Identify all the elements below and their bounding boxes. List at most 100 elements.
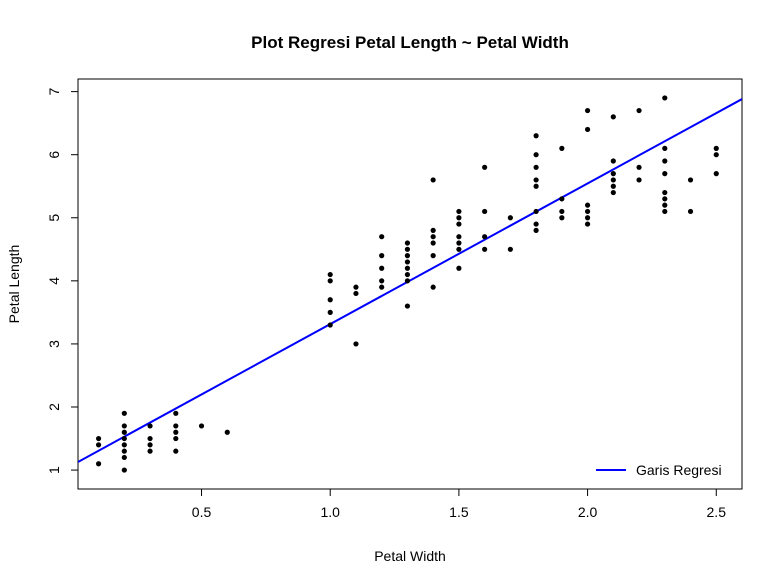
data-point bbox=[173, 448, 179, 454]
x-axis: 0.5 1.0 1.5 2.0 2.5 bbox=[192, 489, 726, 520]
data-point bbox=[430, 234, 436, 240]
data-point bbox=[507, 215, 513, 221]
data-point bbox=[147, 435, 153, 442]
data-point bbox=[713, 171, 719, 177]
data-point bbox=[430, 253, 436, 259]
data-point bbox=[430, 284, 436, 290]
data-point bbox=[224, 429, 230, 435]
data-point bbox=[147, 423, 153, 429]
legend-label: Garis Regresi bbox=[636, 462, 722, 478]
data-point bbox=[456, 215, 462, 221]
data-point bbox=[687, 208, 694, 215]
data-point bbox=[610, 183, 616, 189]
data-point bbox=[456, 265, 462, 271]
data-point bbox=[173, 423, 179, 429]
x-axis-label: Petal Width bbox=[374, 548, 446, 564]
data-point bbox=[662, 208, 668, 215]
data-point bbox=[404, 240, 411, 246]
data-point bbox=[533, 133, 539, 139]
plot-frame bbox=[77, 78, 743, 490]
data-point bbox=[610, 158, 616, 164]
x-tick-label: 1.0 bbox=[320, 504, 340, 520]
data-point bbox=[353, 290, 359, 297]
data-point bbox=[662, 189, 668, 196]
x-tick-label: 0.5 bbox=[192, 504, 212, 520]
y-axis-label: Petal Length bbox=[6, 245, 22, 324]
y-tick-label: 5 bbox=[46, 214, 62, 222]
data-point bbox=[533, 221, 539, 227]
data-point bbox=[327, 271, 333, 278]
data-point bbox=[584, 208, 591, 215]
data-point bbox=[404, 303, 411, 309]
data-point bbox=[533, 208, 539, 215]
data-point bbox=[121, 442, 127, 448]
data-point bbox=[713, 152, 719, 158]
data-point bbox=[95, 435, 102, 442]
data-point bbox=[404, 265, 411, 271]
data-point bbox=[198, 423, 205, 429]
data-point bbox=[636, 164, 642, 170]
data-point bbox=[456, 221, 462, 227]
data-point bbox=[327, 322, 333, 328]
data-point bbox=[121, 423, 127, 429]
data-point bbox=[121, 410, 127, 416]
data-point bbox=[121, 448, 127, 454]
data-point bbox=[379, 284, 385, 290]
data-point bbox=[404, 253, 411, 259]
data-point bbox=[379, 234, 385, 240]
data-point bbox=[533, 227, 539, 233]
data-point bbox=[404, 259, 411, 265]
data-point bbox=[559, 145, 565, 151]
y-tick-label: 7 bbox=[46, 88, 62, 96]
data-point bbox=[353, 284, 359, 290]
data-point bbox=[121, 429, 127, 435]
data-point bbox=[327, 278, 333, 284]
data-point bbox=[379, 278, 385, 284]
data-point bbox=[173, 435, 179, 442]
data-point bbox=[430, 227, 436, 233]
y-tick-label: 6 bbox=[46, 151, 62, 159]
data-point bbox=[687, 177, 694, 183]
data-point bbox=[610, 171, 616, 177]
data-point bbox=[584, 202, 591, 208]
data-point bbox=[533, 164, 539, 170]
data-point bbox=[404, 271, 411, 278]
data-point bbox=[662, 171, 668, 177]
data-point bbox=[430, 177, 436, 183]
data-point bbox=[121, 467, 127, 473]
data-point bbox=[636, 107, 642, 114]
data-point bbox=[533, 152, 539, 158]
data-point bbox=[404, 278, 411, 284]
data-point bbox=[173, 429, 179, 435]
data-point bbox=[456, 234, 462, 240]
data-point bbox=[482, 234, 488, 240]
data-point bbox=[610, 114, 616, 120]
y-tick-label: 3 bbox=[46, 340, 62, 348]
x-tick-label: 1.5 bbox=[449, 504, 469, 520]
data-point bbox=[584, 126, 591, 133]
data-point bbox=[95, 461, 102, 467]
data-point bbox=[662, 196, 668, 202]
data-point bbox=[456, 246, 462, 252]
data-point bbox=[662, 95, 668, 101]
data-point bbox=[173, 410, 179, 416]
data-point bbox=[430, 240, 436, 246]
y-axis: 1 2 3 4 5 6 7 bbox=[46, 88, 78, 474]
y-tick-label: 2 bbox=[46, 403, 62, 411]
data-point bbox=[456, 208, 462, 215]
data-point bbox=[533, 177, 539, 183]
data-point bbox=[713, 145, 719, 151]
data-point bbox=[147, 448, 153, 454]
data-point bbox=[559, 196, 565, 202]
data-point bbox=[610, 177, 616, 183]
data-point bbox=[456, 240, 462, 246]
points-layer bbox=[95, 95, 719, 473]
data-point bbox=[507, 246, 513, 252]
data-point bbox=[610, 189, 616, 196]
data-point bbox=[584, 107, 591, 114]
data-point bbox=[482, 208, 488, 215]
y-tick-label: 1 bbox=[46, 466, 62, 474]
x-tick-label: 2.5 bbox=[707, 504, 727, 520]
data-point bbox=[353, 341, 359, 347]
